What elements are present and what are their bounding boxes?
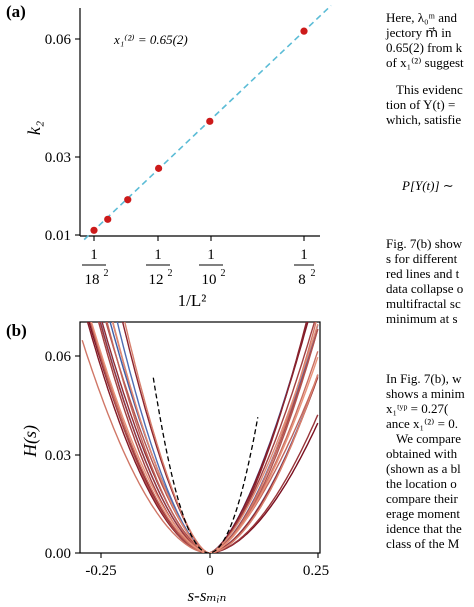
ytick-label: 0.06: [45, 32, 72, 48]
data-point: [155, 164, 163, 172]
svg-text:18: 18: [85, 272, 100, 288]
text-line: minimum at s: [386, 311, 458, 326]
xtick-label-12: 1 12 2: [146, 247, 173, 288]
xtick-label: -0.25: [85, 563, 116, 579]
text-line: (shown as a bl: [386, 461, 461, 476]
svg-text:8: 8: [298, 272, 306, 288]
text-line: x₁ᵗʸᵖ = 0.27(: [386, 401, 449, 416]
panel-a-label: (a): [6, 2, 26, 21]
text-paragraph: In Fig. 7(b), w shows a minim x₁ᵗʸᵖ = 0.…: [386, 371, 465, 551]
svg-text:12: 12: [149, 272, 164, 288]
text-line: In Fig. 7(b), w: [386, 371, 462, 386]
panel-b-plot: [81, 322, 319, 553]
text-paragraph: Fig. 7(b) show s for different red lines…: [386, 236, 463, 326]
series-line: [90, 322, 319, 553]
text-line: tion of Y(t) =: [386, 97, 456, 112]
text-line: of x₁⁽²⁾ suggest: [386, 55, 464, 70]
data-point: [90, 226, 98, 234]
text-line: class of the M: [386, 536, 460, 551]
ytick-label: 0.03: [45, 448, 71, 464]
svg-text:2: 2: [104, 268, 109, 279]
reference-dashed-line: [152, 377, 259, 553]
xtick-label: 0.25: [303, 563, 329, 579]
series-line: [124, 322, 319, 553]
svg-text:2: 2: [221, 268, 226, 279]
text-line: 0.65(2) from k: [386, 40, 463, 55]
panel-a-xlabel: 1/L²: [178, 291, 207, 310]
data-point: [206, 117, 214, 125]
text-paragraph: Here, λ₀ᵐ and jectory m⃗ in 0.65(2) from…: [386, 10, 464, 70]
text-line: Fig. 7(b) show: [386, 236, 463, 251]
text-line: which, satisfie: [386, 112, 462, 127]
panel-a-ylabel: k₂: [24, 121, 44, 135]
series-line: [81, 322, 317, 553]
panel-b-xticks: [100, 553, 319, 558]
data-point: [300, 27, 308, 35]
text-paragraph: This evidenc tion of Y(t) = which, satis…: [386, 82, 463, 127]
panel-a-xticks: [93, 236, 305, 241]
ytick-label: 0.06: [45, 349, 72, 365]
text-line: multifractal sc: [386, 296, 461, 311]
xtick-label-8: 1 8 2: [294, 247, 316, 288]
equation: P[Y(t)] ∼: [402, 178, 454, 193]
panel-b-label: (b): [6, 321, 27, 340]
data-point: [104, 215, 112, 223]
text-line: obtained with: [386, 446, 458, 461]
text-line: s for different: [386, 251, 458, 266]
panel-b-axes: [79, 321, 321, 554]
panel-b-xlabel: s-sₘᵢₙ: [188, 586, 227, 605]
panel-a-axes: [79, 8, 320, 237]
panel-a-yticks: [75, 38, 80, 236]
panel-b-yticks: [75, 355, 80, 554]
svg-text:10: 10: [202, 272, 217, 288]
text-line: data collapse o: [386, 281, 464, 296]
text-line: the location o: [386, 476, 457, 491]
series-line: [88, 322, 319, 553]
xtick-label-10: 1 10 2: [199, 247, 226, 288]
text-line: ance x₁⁽²⁾ = 0.: [386, 416, 458, 431]
svg-text:1: 1: [300, 247, 308, 263]
text-line: erage moment: [386, 506, 460, 521]
text-line: compare their: [386, 491, 458, 506]
svg-text:2: 2: [168, 268, 173, 279]
text-line: This evidenc: [396, 82, 463, 97]
text-line: shows a minim: [386, 386, 465, 401]
text-line: idence that the: [386, 521, 462, 536]
ytick-label: 0.00: [45, 546, 71, 562]
text-line: Here, λ₀ᵐ and: [386, 10, 457, 25]
text-line: We compare: [396, 431, 461, 446]
data-point: [124, 196, 132, 204]
text-line: red lines and t: [386, 266, 460, 281]
panel-b-ylabel: H(s): [20, 425, 41, 458]
ytick-label: 0.03: [45, 150, 71, 166]
xtick-label: 0: [206, 563, 214, 579]
panel-a-annotation: x₁⁽²⁾ = 0.65(2): [113, 32, 188, 47]
text-line: jectory m⃗ in: [386, 25, 452, 40]
series-line: [97, 322, 316, 553]
panel-a-plot: [83, 4, 332, 241]
svg-text:1: 1: [154, 247, 162, 263]
xtick-label-18: 1 18 2: [82, 247, 109, 288]
svg-text:1: 1: [207, 247, 215, 263]
svg-text:2: 2: [311, 268, 316, 279]
svg-text:1: 1: [90, 247, 98, 263]
ytick-label: 0.01: [45, 228, 71, 244]
